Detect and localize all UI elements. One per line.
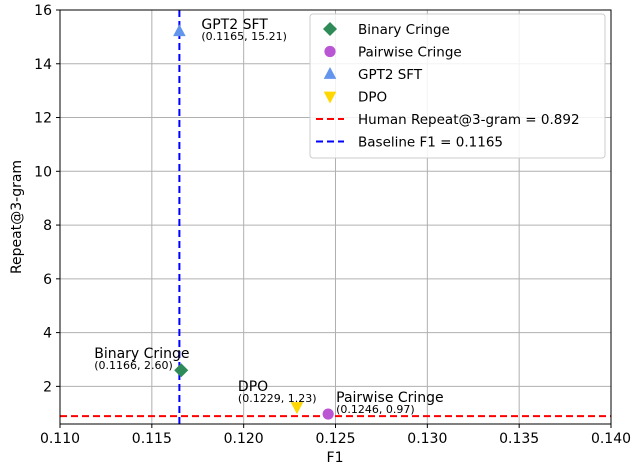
reference-lines — [60, 10, 611, 424]
point-annotation-label: DPO — [238, 379, 268, 395]
y-tick-label: 14 — [34, 57, 52, 73]
legend-marker — [323, 91, 337, 104]
x-tick-label: 0.140 — [591, 431, 631, 447]
legend-marker — [323, 22, 337, 36]
x-tick-label: 0.110 — [40, 431, 80, 447]
legend: Binary Cringe Pairwise Cringe GPT2 SFT DPO H… — [309, 13, 606, 159]
point-annotation-coordinates: (0.1246, 0.97) — [336, 403, 415, 416]
x-tick-label: 0.130 — [407, 431, 447, 447]
y-tick-label: 10 — [34, 164, 52, 180]
legend-entry-label: Baseline F1 = 0.1165 — [358, 135, 503, 151]
point-annotation-label: GPT2 SFT — [201, 17, 268, 33]
x-tick-label: 0.125 — [315, 431, 355, 447]
legend-entry-label: DPO — [358, 90, 387, 106]
point-annotation-coordinates: (0.1166, 2.60) — [94, 359, 173, 372]
axis-ticks: 0.110 0.115 0.120 0.125 0.130 0.135 0.140 2 4 6 8 1… — [34, 3, 631, 447]
y-tick-label: 6 — [43, 272, 52, 288]
point-annotation-coordinates: (0.1165, 15.21) — [201, 30, 287, 43]
legend-marker — [323, 67, 337, 79]
legend-box — [309, 13, 606, 159]
data-point-triangle-down — [290, 402, 304, 415]
y-tick-label: 16 — [34, 3, 52, 19]
y-tick-label: 12 — [34, 111, 52, 127]
y-tick-label: 2 — [43, 379, 52, 395]
legend-entry-label: GPT2 SFT — [358, 67, 423, 83]
x-tick-label: 0.120 — [224, 431, 264, 447]
legend-marker — [324, 45, 336, 58]
data-points — [173, 24, 334, 420]
point-annotation-label: Binary Cringe — [94, 346, 189, 362]
point-annotation-label: Pairwise Cringe — [336, 390, 444, 406]
data-point-triangle-up — [173, 24, 186, 37]
y-axis-label: Repeat@3-gram — [9, 160, 25, 274]
point-annotations: Binary Cringe(0.1166, 2.60) Pairwise Crin… — [94, 17, 443, 416]
y-tick-label: 8 — [43, 218, 52, 234]
legend-entry-label: Pairwise Cringe — [358, 45, 462, 61]
data-point-diamond — [174, 363, 189, 378]
x-axis-label: F1 — [327, 450, 344, 466]
y-tick-label: 4 — [43, 326, 52, 342]
legend-entry-label: Human Repeat@3-gram = 0.892 — [358, 112, 580, 128]
point-annotation-coordinates: (0.1229, 1.23) — [238, 392, 317, 405]
x-tick-label: 0.115 — [132, 431, 172, 447]
data-point-circle — [322, 408, 334, 420]
x-tick-label: 0.135 — [499, 431, 539, 447]
legend-entry-label: Binary Cringe — [358, 22, 450, 38]
